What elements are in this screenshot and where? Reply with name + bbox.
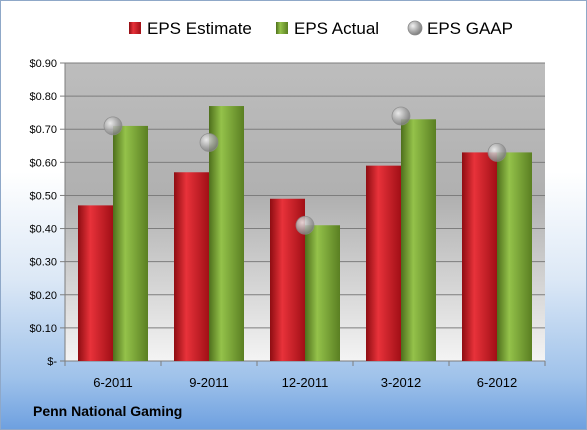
- legend-swatch: [407, 20, 423, 36]
- eps-estimate-bar: [462, 152, 497, 361]
- eps-estimate-bar: [78, 205, 113, 361]
- x-category-label: 12-2011: [282, 375, 329, 390]
- eps-actual-bar: [497, 152, 532, 361]
- y-tick-label: $0.50: [29, 190, 57, 202]
- legend-label: EPS GAAP: [427, 19, 513, 38]
- eps-estimate-bar: [174, 172, 209, 361]
- eps-gaap-marker: [103, 116, 123, 136]
- eps-estimate-bar: [366, 165, 401, 361]
- legend-swatch: [129, 22, 141, 34]
- company-name: Penn National Gaming: [33, 403, 183, 419]
- eps-actual-bar: [401, 119, 436, 362]
- eps-gaap-marker: [487, 142, 507, 162]
- legend-eps-gaap: EPS GAAP: [407, 19, 513, 38]
- legend-swatch: [276, 22, 288, 34]
- y-tick-label: $0.30: [29, 257, 57, 269]
- legend-eps-estimate: EPS Estimate: [129, 19, 252, 38]
- y-tick-label: $0.80: [29, 91, 57, 103]
- y-tick-label: $0.20: [29, 290, 57, 302]
- x-category-label: 6-2011: [93, 375, 133, 390]
- legend-label: EPS Estimate: [147, 19, 252, 38]
- x-category-label: 6-2012: [477, 375, 517, 390]
- plot-area: $- $0.10 $0.20 $0.30 $0.40 $0.50 $0.60 $0.70 $0.…: [29, 58, 546, 390]
- eps-actual-bar: [113, 125, 148, 362]
- y-tick-label: $0.70: [29, 124, 57, 136]
- eps-gaap-marker: [295, 215, 315, 235]
- legend-eps-actual: EPS Actual: [276, 19, 379, 38]
- y-tick-label: $0.40: [29, 224, 57, 236]
- eps-gaap-marker: [199, 133, 219, 152]
- eps-actual-bar: [305, 225, 340, 361]
- y-tick-label: $0.60: [29, 157, 57, 169]
- eps-gaap-marker: [391, 106, 411, 126]
- y-tick-label: $0.10: [29, 323, 57, 335]
- x-category-label: 9-2011: [189, 375, 229, 390]
- y-tick-label: $0.90: [29, 58, 57, 70]
- legend: EPS Estimate EPS Actual EPS GAAP: [129, 19, 513, 38]
- x-category-label: 3-2012: [381, 375, 421, 390]
- y-tick-label: $-: [47, 356, 57, 368]
- legend-label: EPS Actual: [294, 19, 379, 38]
